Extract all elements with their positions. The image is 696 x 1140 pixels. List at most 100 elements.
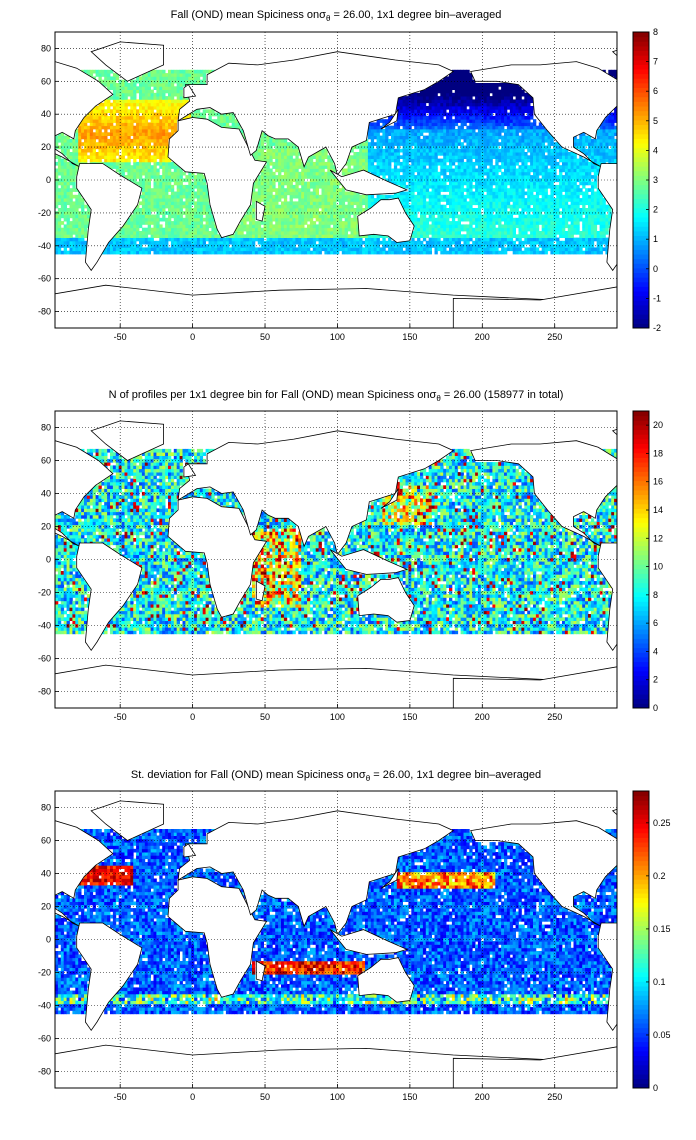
heatmap-cell <box>130 89 134 94</box>
heatmap-cell <box>202 247 206 252</box>
heatmap-cell <box>165 148 169 153</box>
heatmap-cell <box>130 79 134 84</box>
heatmap-cell <box>141 89 146 94</box>
heatmap-cell <box>275 247 279 252</box>
heatmap-cell <box>353 240 357 245</box>
heatmap-cell <box>431 138 435 143</box>
heatmap-cell <box>483 96 487 100</box>
heatmap-cell <box>63 152 67 156</box>
heatmap-cell <box>63 240 67 245</box>
heatmap-cell <box>98 102 102 107</box>
heatmap-cell <box>170 201 175 206</box>
heatmap-cell <box>194 237 198 242</box>
heatmap-cell <box>156 106 160 110</box>
heatmap-cell <box>66 208 70 212</box>
heatmap-cell <box>188 208 192 212</box>
heatmap-cell <box>454 168 459 173</box>
heatmap-cell <box>249 224 253 229</box>
heatmap-cell <box>254 227 259 232</box>
heatmap-cell <box>466 227 470 232</box>
heatmap-cell <box>309 234 314 238</box>
heatmap-cell <box>446 92 450 97</box>
heatmap-cell <box>156 76 160 81</box>
heatmap-cell <box>168 106 172 110</box>
heatmap-cell <box>350 191 354 196</box>
heatmap-cell <box>176 247 180 252</box>
heatmap-cell <box>185 231 189 235</box>
heatmap-cell <box>414 138 418 143</box>
heatmap-cell <box>315 168 319 173</box>
heatmap-cell <box>176 224 180 229</box>
heatmap-cell <box>431 237 435 242</box>
heatmap-cell <box>234 237 238 242</box>
heatmap-cell <box>107 152 111 156</box>
heatmap-cell <box>480 161 485 166</box>
heatmap-cell <box>194 247 198 252</box>
heatmap-cell <box>234 227 238 232</box>
heatmap-cell <box>454 102 459 107</box>
heatmap-cell <box>153 106 157 110</box>
heatmap-cell <box>454 155 459 159</box>
heatmap-cell <box>266 231 270 235</box>
heatmap-cell <box>336 227 340 232</box>
heatmap-cell <box>373 237 377 242</box>
heatmap-cell <box>396 175 401 179</box>
heatmap-cell <box>179 208 183 212</box>
heatmap-cell <box>104 152 108 156</box>
heatmap-cell <box>420 234 424 238</box>
heatmap-cell <box>457 231 461 235</box>
heatmap-cell <box>98 129 102 133</box>
heatmap-cell <box>57 221 62 225</box>
heatmap-cell <box>396 112 401 117</box>
heatmap-cell <box>483 122 487 127</box>
heatmap-cell <box>144 198 149 202</box>
heatmap-cell <box>486 247 490 252</box>
heatmap-cell <box>289 171 293 176</box>
heatmap-cell <box>440 89 444 94</box>
heatmap-cell <box>260 198 264 202</box>
heatmap-cell <box>341 221 346 225</box>
heatmap-cell <box>388 171 392 176</box>
heatmap-cell <box>460 92 464 97</box>
heatmap-cell <box>118 96 122 100</box>
heatmap-cell <box>112 240 117 245</box>
heatmap-cell <box>333 247 337 252</box>
heatmap-cell <box>466 142 470 146</box>
heatmap-cell <box>411 158 415 163</box>
heatmap-cell <box>454 69 459 74</box>
heatmap-cell <box>286 247 291 252</box>
heatmap-cell <box>196 250 201 255</box>
heatmap-cell <box>457 152 461 156</box>
heatmap-cell <box>194 250 198 255</box>
heatmap-cell <box>393 142 398 146</box>
heatmap-cell <box>454 109 459 113</box>
heatmap-cell <box>454 135 459 140</box>
heatmap-cell <box>112 79 117 84</box>
heatmap-cell <box>353 201 357 206</box>
heatmap-cell <box>414 227 418 232</box>
heatmap-cell <box>150 112 154 117</box>
heatmap-cell <box>408 250 412 255</box>
heatmap-cell <box>454 76 459 81</box>
heatmap-cell <box>69 194 73 199</box>
heatmap-cell <box>460 69 464 74</box>
heatmap-cell <box>472 132 476 136</box>
heatmap-cell <box>370 237 375 242</box>
heatmap-cell <box>170 89 175 94</box>
heatmap-cell <box>454 244 459 248</box>
heatmap-cell <box>118 122 122 127</box>
heatmap-cell <box>365 148 369 153</box>
heatmap-cell <box>431 240 435 245</box>
heatmap-cell <box>246 224 250 229</box>
heatmap-cell <box>60 227 65 232</box>
heatmap-cell <box>266 155 270 159</box>
heatmap-cell <box>405 125 409 130</box>
heatmap-cell <box>408 109 412 113</box>
heatmap-cell <box>150 122 154 127</box>
heatmap-cell <box>278 224 282 229</box>
heatmap-cell <box>408 184 412 189</box>
heatmap-cell <box>107 122 111 127</box>
heatmap-cell <box>408 152 412 156</box>
heatmap-cell <box>469 201 473 206</box>
heatmap-cell <box>57 158 62 163</box>
